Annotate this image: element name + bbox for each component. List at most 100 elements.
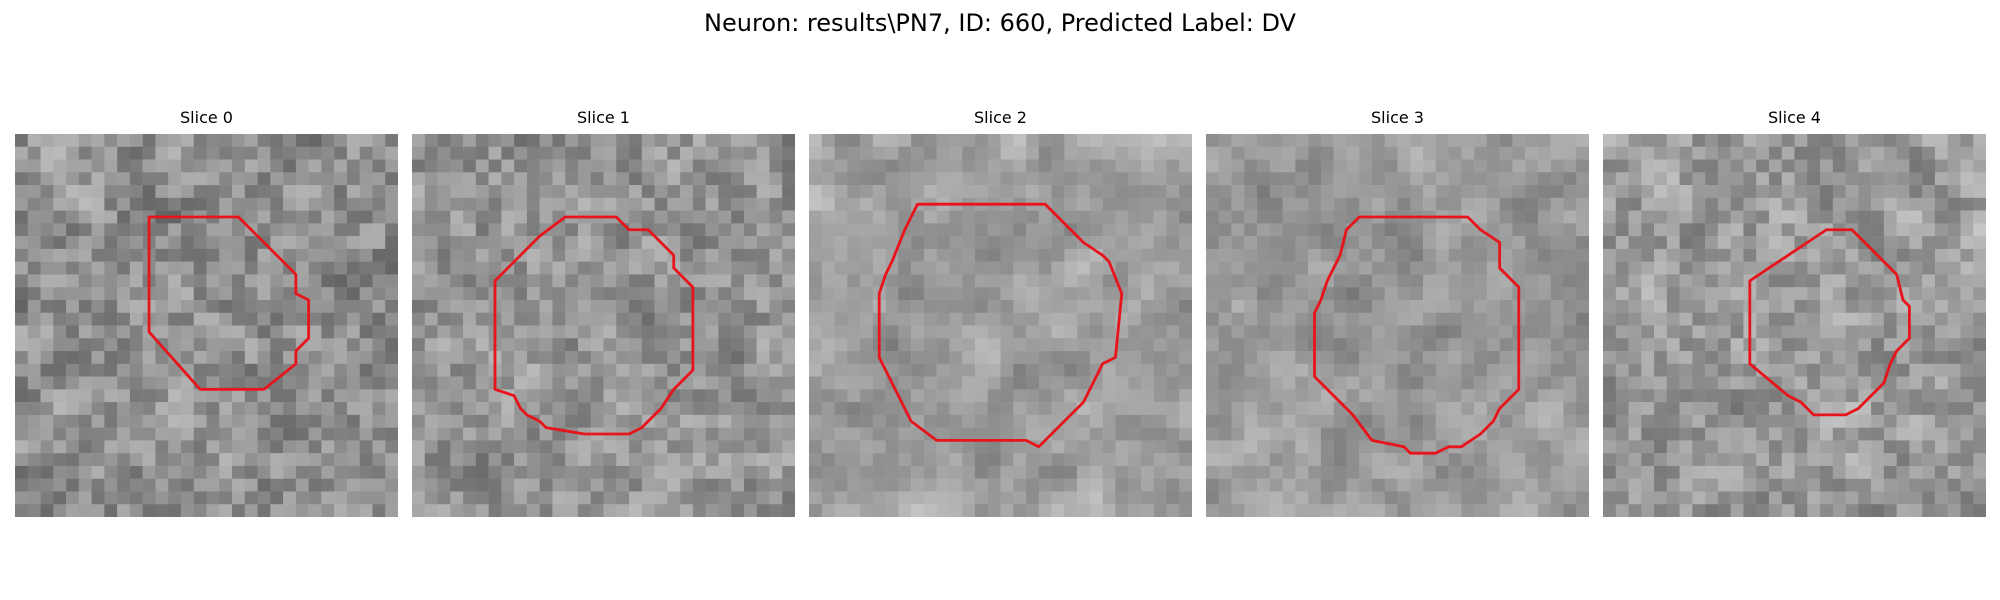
image-pixel bbox=[1359, 197, 1373, 211]
image-pixel bbox=[1179, 427, 1192, 441]
image-pixel bbox=[1282, 363, 1296, 377]
image-pixel bbox=[1371, 402, 1385, 416]
image-pixel bbox=[590, 261, 604, 275]
image-pixel bbox=[756, 414, 770, 428]
image-pixel bbox=[1346, 159, 1360, 173]
image-pixel bbox=[1973, 491, 1986, 505]
image-pixel bbox=[1781, 440, 1795, 454]
image-pixel bbox=[1679, 210, 1693, 224]
image-pixel bbox=[424, 414, 438, 428]
image-pixel bbox=[667, 299, 681, 313]
image-pixel bbox=[1166, 453, 1180, 467]
image-pixel bbox=[219, 414, 233, 428]
image-pixel bbox=[539, 465, 553, 479]
image-pixel bbox=[206, 299, 220, 313]
image-pixel bbox=[1896, 325, 1910, 339]
image-pixel bbox=[1537, 491, 1551, 505]
image-pixel bbox=[1013, 389, 1027, 403]
image-pixel bbox=[1166, 402, 1180, 416]
image-pixel bbox=[1550, 287, 1564, 301]
image-pixel bbox=[1320, 236, 1334, 250]
image-pixel bbox=[219, 185, 233, 199]
image-pixel bbox=[872, 159, 886, 173]
image-pixel bbox=[1026, 338, 1040, 352]
image-pixel bbox=[1077, 402, 1091, 416]
image-pixel bbox=[66, 376, 80, 390]
image-pixel bbox=[1333, 414, 1347, 428]
image-pixel bbox=[1295, 287, 1309, 301]
image-pixel bbox=[142, 351, 156, 365]
image-pixel bbox=[1166, 351, 1180, 365]
image-pixel bbox=[1550, 504, 1564, 517]
image-pixel bbox=[1153, 159, 1167, 173]
image-pixel bbox=[1820, 172, 1834, 186]
image-pixel bbox=[359, 376, 373, 390]
image-pixel bbox=[1089, 414, 1103, 428]
image-pixel bbox=[949, 453, 963, 467]
image-pixel bbox=[629, 363, 643, 377]
image-pixel bbox=[1820, 134, 1834, 148]
image-pixel bbox=[1730, 146, 1744, 160]
image-pixel bbox=[565, 376, 579, 390]
image-pixel bbox=[334, 210, 348, 224]
image-pixel bbox=[847, 287, 861, 301]
image-pixel bbox=[1000, 376, 1014, 390]
image-pixel bbox=[1179, 363, 1192, 377]
image-pixel bbox=[53, 197, 67, 211]
image-pixel bbox=[1474, 236, 1488, 250]
image-pixel bbox=[1333, 478, 1347, 492]
image-pixel bbox=[1231, 172, 1245, 186]
image-pixel bbox=[1115, 248, 1129, 262]
image-pixel bbox=[1206, 453, 1220, 467]
image-pixel bbox=[1423, 351, 1437, 365]
image-pixel bbox=[821, 402, 835, 416]
image-pixel bbox=[1461, 478, 1475, 492]
image-pixel bbox=[552, 325, 566, 339]
image-pixel bbox=[450, 312, 464, 326]
image-pixel bbox=[577, 197, 591, 211]
image-pixel bbox=[1947, 414, 1961, 428]
image-pixel bbox=[1231, 504, 1245, 517]
image-pixel bbox=[1140, 248, 1154, 262]
image-pixel bbox=[949, 402, 963, 416]
image-pixel bbox=[1140, 223, 1154, 237]
image-pixel bbox=[1705, 248, 1719, 262]
image-pixel bbox=[1102, 363, 1116, 377]
image-pixel bbox=[667, 402, 681, 416]
image-pixel bbox=[1781, 351, 1795, 365]
image-pixel bbox=[1576, 261, 1589, 275]
image-pixel bbox=[1140, 172, 1154, 186]
image-pixel bbox=[1641, 274, 1655, 288]
image-pixel bbox=[1845, 453, 1859, 467]
image-pixel bbox=[1550, 274, 1564, 288]
image-pixel bbox=[680, 504, 694, 517]
image-pixel bbox=[334, 185, 348, 199]
image-pixel bbox=[1679, 197, 1693, 211]
image-pixel bbox=[834, 389, 848, 403]
image-pixel bbox=[117, 146, 131, 160]
image-pixel bbox=[91, 236, 105, 250]
image-pixel bbox=[1858, 287, 1872, 301]
image-pixel bbox=[1486, 261, 1500, 275]
image-pixel bbox=[1768, 351, 1782, 365]
image-pixel bbox=[1794, 185, 1808, 199]
image-pixel bbox=[1896, 465, 1910, 479]
image-pixel bbox=[1384, 414, 1398, 428]
image-pixel bbox=[1705, 453, 1719, 467]
image-pixel bbox=[424, 465, 438, 479]
image-pixel bbox=[232, 261, 246, 275]
image-pixel bbox=[219, 491, 233, 505]
image-pixel bbox=[15, 223, 29, 237]
image-pixel bbox=[1845, 172, 1859, 186]
image-pixel bbox=[1883, 312, 1897, 326]
image-pixel bbox=[616, 287, 630, 301]
image-pixel bbox=[372, 402, 386, 416]
image-pixel bbox=[1000, 325, 1014, 339]
image-pixel bbox=[372, 185, 386, 199]
image-pixel bbox=[577, 504, 591, 517]
image-pixel bbox=[1550, 134, 1564, 148]
image-pixel bbox=[962, 223, 976, 237]
image-pixel bbox=[1550, 159, 1564, 173]
image-pixel bbox=[1269, 478, 1283, 492]
image-pixel bbox=[1448, 236, 1462, 250]
